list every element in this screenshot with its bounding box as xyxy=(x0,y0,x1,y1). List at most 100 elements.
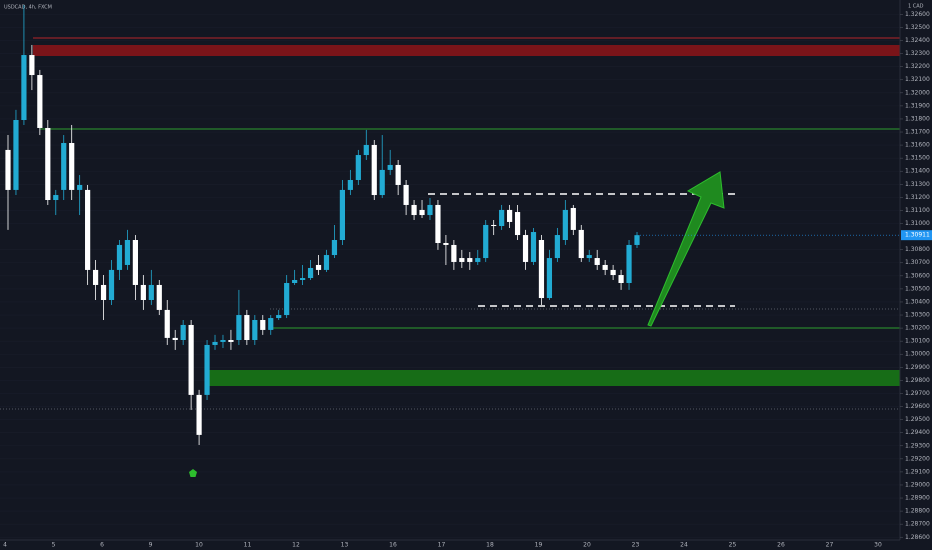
candle-body xyxy=(116,244,123,270)
candle-body xyxy=(45,127,51,200)
y-tick-label: 1.32200 xyxy=(905,63,930,70)
candle-body xyxy=(530,232,537,262)
candle-body xyxy=(554,235,560,259)
candle-body xyxy=(92,269,99,285)
y-tick-label: 1.28700 xyxy=(905,521,930,528)
candle-body xyxy=(363,144,369,156)
candle-body xyxy=(292,280,298,284)
x-tick-label: 9 xyxy=(149,542,153,549)
candle-body xyxy=(387,164,393,170)
candle-body xyxy=(379,169,385,196)
candle-body xyxy=(276,315,282,319)
y-tick-label: 1.28900 xyxy=(905,495,930,502)
candle-body xyxy=(586,255,592,259)
grid xyxy=(0,14,900,538)
y-tick-label: 1.31500 xyxy=(905,155,930,162)
candle-body xyxy=(204,344,210,395)
y-tick-label: 1.32100 xyxy=(905,76,930,83)
candle-body xyxy=(188,324,194,395)
candle-body xyxy=(443,243,449,245)
candle-body xyxy=(124,240,131,265)
candle-body xyxy=(435,204,441,244)
x-tick-label: 20 xyxy=(583,542,591,549)
candle-body xyxy=(196,394,202,435)
y-tick-label: 1.31000 xyxy=(905,220,930,227)
y-tick-label: 1.31400 xyxy=(905,168,930,175)
x-tick-label: 24 xyxy=(680,542,688,549)
y-tick-label: 1.30400 xyxy=(905,298,930,305)
candle-body xyxy=(29,55,35,76)
candle-body xyxy=(244,315,250,340)
y-tick-label: 1.29100 xyxy=(905,468,930,475)
y-tick-label: 1.31600 xyxy=(905,142,930,149)
candle-body xyxy=(475,258,481,262)
candle-body xyxy=(61,143,67,190)
y-tick-label: 1.30500 xyxy=(905,285,930,292)
candle-body xyxy=(252,320,258,340)
y-tick-label: 1.32000 xyxy=(905,89,930,96)
y-tick-label: 1.32500 xyxy=(905,24,930,31)
x-tick-label: 30 xyxy=(874,542,882,549)
candle-body xyxy=(37,75,43,128)
y-tick-label: 1.29700 xyxy=(905,390,930,397)
candle-body xyxy=(339,189,346,240)
candle-body xyxy=(5,149,11,190)
candle-body xyxy=(562,209,568,240)
resistance-zone xyxy=(33,45,900,56)
candle-body xyxy=(626,244,632,284)
x-tick-label: 25 xyxy=(729,542,737,549)
candle-body xyxy=(570,207,576,230)
candle-body xyxy=(538,240,545,299)
y-tick-label: 1.29400 xyxy=(905,429,930,436)
candle-body xyxy=(323,255,330,270)
candle-body xyxy=(355,155,361,180)
candle-body xyxy=(610,269,616,276)
last-price-tag xyxy=(901,230,932,241)
x-tick-label: 23 xyxy=(632,542,640,549)
candle-body xyxy=(307,267,314,279)
y-tick-label: 1.30600 xyxy=(905,272,930,279)
symbol-title: USDCAD, 4h, FXCM xyxy=(4,5,52,11)
candle-body xyxy=(140,284,146,300)
candle-body xyxy=(172,337,178,340)
x-tick-label: 16 xyxy=(389,542,397,549)
candle-body xyxy=(459,258,465,262)
y-tick-label: 1.30200 xyxy=(905,325,930,332)
y-tick-label: 1.31800 xyxy=(905,115,930,122)
x-tick-label: 17 xyxy=(438,542,446,549)
candle-body xyxy=(522,235,529,262)
candle-body xyxy=(546,258,553,299)
candle-body xyxy=(331,240,338,256)
support-zone xyxy=(205,370,900,386)
candle-body xyxy=(602,264,608,270)
candle-body xyxy=(299,278,306,280)
candle-body xyxy=(212,341,218,345)
last-price-label: 1.30911 xyxy=(905,232,930,239)
y-tick-label: 1.29600 xyxy=(905,403,930,410)
y-tick-label: 1.31200 xyxy=(905,194,930,201)
y-tick-label: 1.30300 xyxy=(905,312,930,319)
candle-body xyxy=(578,229,584,259)
candle-body xyxy=(451,244,457,262)
y-tick-label: 1.29300 xyxy=(905,442,930,449)
candle-body xyxy=(100,284,107,300)
candle-body xyxy=(53,195,59,200)
candle-body xyxy=(594,258,600,265)
y-tick-label: 1.30700 xyxy=(905,259,930,266)
x-tick-label: 27 xyxy=(826,542,834,549)
candle-body xyxy=(395,164,401,185)
y-tick-label: 1.29200 xyxy=(905,455,930,462)
x-tick-label: 6 xyxy=(100,542,104,549)
y-tick-label: 1.30800 xyxy=(905,246,930,253)
candle-body xyxy=(411,204,417,216)
x-tick-label: 26 xyxy=(777,542,785,549)
candle-body xyxy=(483,224,489,259)
y-tick-label: 1.31300 xyxy=(905,181,930,188)
candle-body xyxy=(132,240,138,285)
candle-body xyxy=(236,315,242,340)
y-tick-label: 1.30000 xyxy=(905,351,930,358)
candle-body xyxy=(180,324,186,340)
